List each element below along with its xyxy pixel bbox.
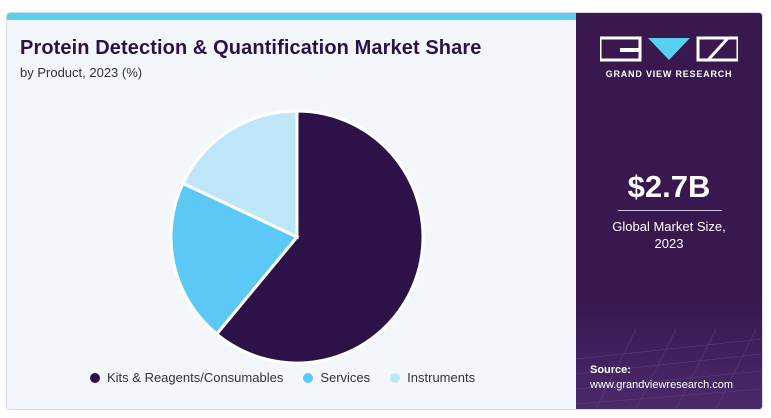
chart-card: Protein Detection & Quantification Marke… [6,12,763,410]
legend-item: Kits & Reagents/Consumables [90,370,283,385]
source-label: Source: [590,364,631,376]
legend-item: Instruments [390,370,475,385]
pie-chart [169,109,425,365]
value-divider [618,210,722,211]
market-caption-line1: Global Market Size, [612,219,726,234]
brand-name: GRAND VIEW RESEARCH [605,69,733,79]
legend-swatch [303,372,314,383]
chart-legend: Kits & Reagents/Consumables Services Instr… [90,370,495,385]
accent-bar [7,13,576,20]
legend-label: Instruments [407,370,476,385]
chart-subtitle: by Product, 2023 (%) [20,65,143,80]
legend-swatch [90,372,100,383]
summary-panel: GRAND VIEW RESEARCH $2.7B Global Market … [576,13,762,409]
legend-item: Services [303,370,370,385]
chart-title: Protein Detection & Quantification Marke… [20,37,482,59]
market-size-caption: Global Market Size, 2023 [576,218,762,252]
pie-slice-instruments [180,109,299,240]
mesh-decoration [576,299,762,409]
source-link[interactable]: www.grandviewresearch.com [590,379,734,391]
legend-label: Kits & Reagents/Consumables [107,370,284,385]
legend-label: Services [320,370,371,385]
pie-slice-services [169,181,300,337]
market-caption-line2: 2023 [654,236,684,251]
chart-panel: Protein Detection & Quantification Marke… [7,13,576,409]
legend-swatch [390,372,401,383]
source-note: Source: www.grandviewresearch.com [590,363,733,393]
market-size-value: $2.7B [627,169,711,204]
gvr-logo-icon [600,36,738,62]
pie-slice-kits-reagents-consumables [214,109,425,365]
